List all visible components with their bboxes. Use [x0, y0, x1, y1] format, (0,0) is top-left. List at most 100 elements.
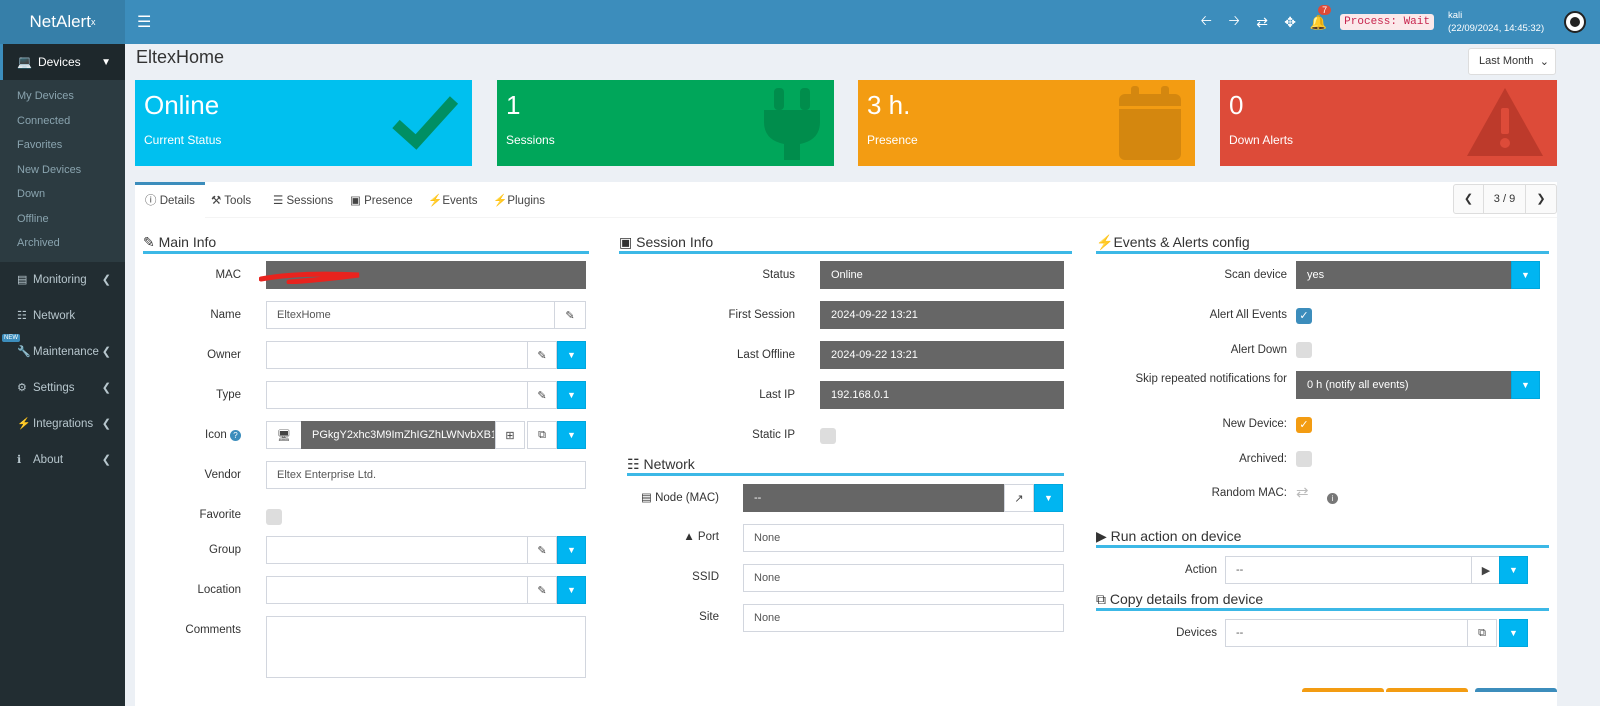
static-ip-checkbox[interactable]	[820, 428, 836, 444]
status-label: Sessions	[506, 133, 555, 147]
edit-group-button[interactable]: ✎	[527, 536, 557, 564]
edit-name-button[interactable]: ✎	[554, 301, 586, 329]
status-label: Presence	[867, 133, 918, 147]
owner-field[interactable]	[266, 341, 528, 369]
name-field[interactable]: EltexHome	[266, 301, 555, 329]
avatar[interactable]	[1564, 11, 1586, 33]
sidebar-subitem[interactable]: Favorites	[17, 139, 63, 151]
owner-dropdown-button[interactable]: ▼	[557, 341, 586, 369]
scan-device-dropdown-button[interactable]: ▼	[1511, 261, 1540, 289]
sidebar-subitem[interactable]: My Devices	[17, 90, 74, 102]
tab-plugins[interactable]: ⚡Plugins	[493, 182, 545, 218]
sidebar-subitem[interactable]: Connected	[17, 114, 71, 127]
port-field[interactable]: None	[743, 524, 1064, 552]
edit-owner-button[interactable]: ✎	[527, 341, 557, 369]
icon-field[interactable]: PGkgY2xhc3M9ImZhIGZhLWNvbXB1dGVy	[301, 421, 495, 449]
edit-location-button[interactable]: ✎	[527, 576, 557, 604]
status-box-down-alerts[interactable]: 0 Down Alerts	[1220, 80, 1557, 166]
caret-down-icon: ▼	[567, 430, 576, 440]
sidebar-item-network[interactable]: ☷ Network	[0, 298, 125, 334]
group-field[interactable]	[266, 536, 528, 564]
sidebar-item-about[interactable]: ℹ About ❮	[0, 442, 125, 478]
bell-icon[interactable]: 🔔 7	[1304, 4, 1332, 31]
info-icon[interactable]: i	[1327, 493, 1338, 504]
period-select[interactable]: Last Month ⌄	[1468, 48, 1556, 75]
skip-notifications-dropdown-button[interactable]: ▼	[1511, 371, 1540, 399]
external-link-icon: ↗	[1014, 492, 1024, 505]
refresh-icon[interactable]: ⇄	[1256, 13, 1269, 30]
last-offline-field: 2024-09-22 13:21	[820, 341, 1064, 369]
footer-button-edge[interactable]	[1302, 688, 1384, 692]
footer-button-edge[interactable]	[1386, 688, 1468, 692]
favorite-checkbox[interactable]	[266, 509, 282, 525]
static-ip-label: Static IP	[752, 429, 795, 441]
tab-sessions[interactable]: ☰ Sessions	[273, 182, 333, 218]
tab-events[interactable]: ⚡Events	[428, 182, 478, 218]
node-dropdown-button[interactable]: ▼	[1034, 484, 1063, 512]
sidebar-item-devices[interactable]: 💻 Devices ▼	[0, 44, 125, 80]
action-dropdown-button[interactable]: ▼	[1499, 556, 1528, 584]
sidebar-subitem[interactable]: New Devices	[17, 163, 82, 176]
run-action-heading: ▶ Run action on device	[1096, 528, 1549, 548]
alert-down-checkbox[interactable]	[1296, 342, 1312, 358]
arrow-left-icon[interactable]: 🡠	[1200, 12, 1212, 28]
location-label: Location	[197, 584, 241, 596]
location-field[interactable]	[266, 576, 528, 604]
sidebar-item-integrations[interactable]: ⚡ Integrations ❮	[0, 406, 125, 442]
location-dropdown-button[interactable]: ▼	[557, 576, 586, 604]
site-field[interactable]: None	[743, 604, 1064, 632]
sidebar-subitem[interactable]: Down	[17, 188, 46, 200]
run-action-button[interactable]: ▶	[1471, 556, 1501, 584]
next-device-button[interactable]: ❯	[1536, 193, 1546, 205]
type-dropdown-button[interactable]: ▼	[557, 381, 586, 409]
sidebar-item-maintenance[interactable]: NEW 🔧 Maintenance ❮	[0, 333, 125, 370]
status-box-sessions[interactable]: 1 Sessions	[497, 80, 834, 166]
sidebar-item-label: Monitoring	[33, 273, 87, 286]
arrow-right-icon[interactable]: 🡢	[1228, 12, 1240, 28]
move-icon[interactable]: ✥	[1284, 13, 1297, 30]
prev-device-button[interactable]: ❮	[1454, 185, 1484, 213]
device-pager: ❮ 3 / 9 ❯	[1453, 184, 1557, 214]
type-label: Type	[216, 389, 241, 401]
tab-presence[interactable]: ▣ Presence	[350, 182, 413, 218]
sidebar-subitem[interactable]: Archived	[17, 237, 60, 249]
copy-devices-dropdown-button[interactable]: ▼	[1499, 619, 1528, 647]
help-icon[interactable]: ?	[230, 430, 241, 441]
sidebar-item-settings[interactable]: ⚙ Settings ❮	[0, 370, 125, 406]
node-field[interactable]: --	[743, 484, 1005, 512]
archived-checkbox[interactable]	[1296, 451, 1312, 467]
open-node-button[interactable]: ↗	[1004, 484, 1034, 512]
scan-device-select[interactable]: yes	[1296, 261, 1511, 289]
icon-dropdown-button[interactable]: ▼	[557, 421, 586, 449]
alert-all-events-checkbox[interactable]: ✓	[1296, 308, 1312, 324]
add-icon-button[interactable]: ⊞	[495, 421, 525, 449]
comments-textarea[interactable]	[266, 616, 586, 678]
tab-details[interactable]: ⓘ Details	[135, 182, 205, 218]
sidebar-item-monitoring[interactable]: ▤ Monitoring ❮	[0, 262, 125, 298]
status-box-online[interactable]: Online Current Status	[135, 80, 472, 166]
info-icon: ⓘ	[145, 195, 160, 207]
copy-icon-button[interactable]: ⧉	[527, 421, 557, 449]
group-dropdown-button[interactable]: ▼	[557, 536, 586, 564]
sidebar-subitem[interactable]: Offline	[17, 212, 49, 225]
redaction-mark	[259, 271, 360, 284]
type-field[interactable]	[266, 381, 528, 409]
edit-type-button[interactable]: ✎	[527, 381, 557, 409]
footer-button-edge[interactable]	[1475, 688, 1557, 692]
owner-label: Owner	[207, 349, 241, 361]
skip-notifications-select[interactable]: 0 h (notify all events)	[1296, 371, 1511, 399]
pencil-icon: ✎	[565, 309, 575, 322]
mac-field[interactable]	[259, 261, 586, 289]
app-logo[interactable]: NetAlert x	[0, 0, 125, 44]
icon-preview: 🖥	[266, 421, 302, 449]
menu-toggle-icon[interactable]: ☰	[137, 14, 152, 31]
ssid-field[interactable]: None	[743, 564, 1064, 592]
copy-devices-field[interactable]: --	[1225, 619, 1468, 647]
copy-details-button[interactable]: ⧉	[1467, 619, 1497, 647]
warning-icon	[1467, 88, 1543, 156]
new-device-checkbox[interactable]: ✓	[1296, 417, 1312, 433]
vendor-field[interactable]: Eltex Enterprise Ltd.	[266, 461, 586, 489]
action-field[interactable]: --	[1225, 556, 1472, 584]
status-box-presence[interactable]: 3 h. Presence	[858, 80, 1195, 166]
tab-tools[interactable]: ⚒ Tools	[211, 182, 251, 218]
